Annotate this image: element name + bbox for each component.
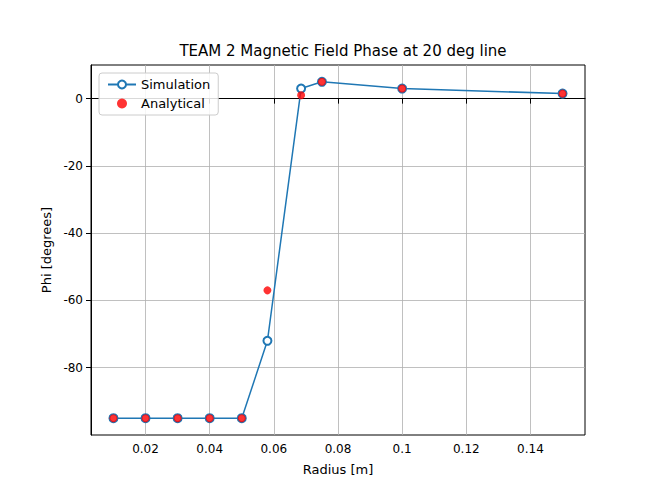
svg-text:-20: -20	[63, 159, 83, 173]
svg-text:0.04: 0.04	[196, 442, 223, 456]
svg-text:Simulation: Simulation	[141, 77, 210, 92]
svg-text:0.06: 0.06	[260, 442, 287, 456]
svg-text:Radius [m]: Radius [m]	[303, 462, 374, 477]
svg-text:TEAM 2 Magnetic Field Phase at: TEAM 2 Magnetic Field Phase at 20 deg li…	[178, 42, 506, 60]
svg-text:-80: -80	[63, 361, 83, 375]
svg-text:0.14: 0.14	[517, 442, 544, 456]
svg-text:0.12: 0.12	[453, 442, 480, 456]
svg-text:0: 0	[75, 92, 83, 106]
svg-text:0.08: 0.08	[325, 442, 352, 456]
svg-text:Phi [degrees]: Phi [degrees]	[39, 207, 54, 293]
svg-text:0.02: 0.02	[132, 442, 159, 456]
svg-text:-60: -60	[63, 293, 83, 307]
svg-text:Analytical: Analytical	[141, 96, 205, 111]
svg-text:0.1: 0.1	[393, 442, 412, 456]
svg-text:-40: -40	[63, 226, 83, 240]
